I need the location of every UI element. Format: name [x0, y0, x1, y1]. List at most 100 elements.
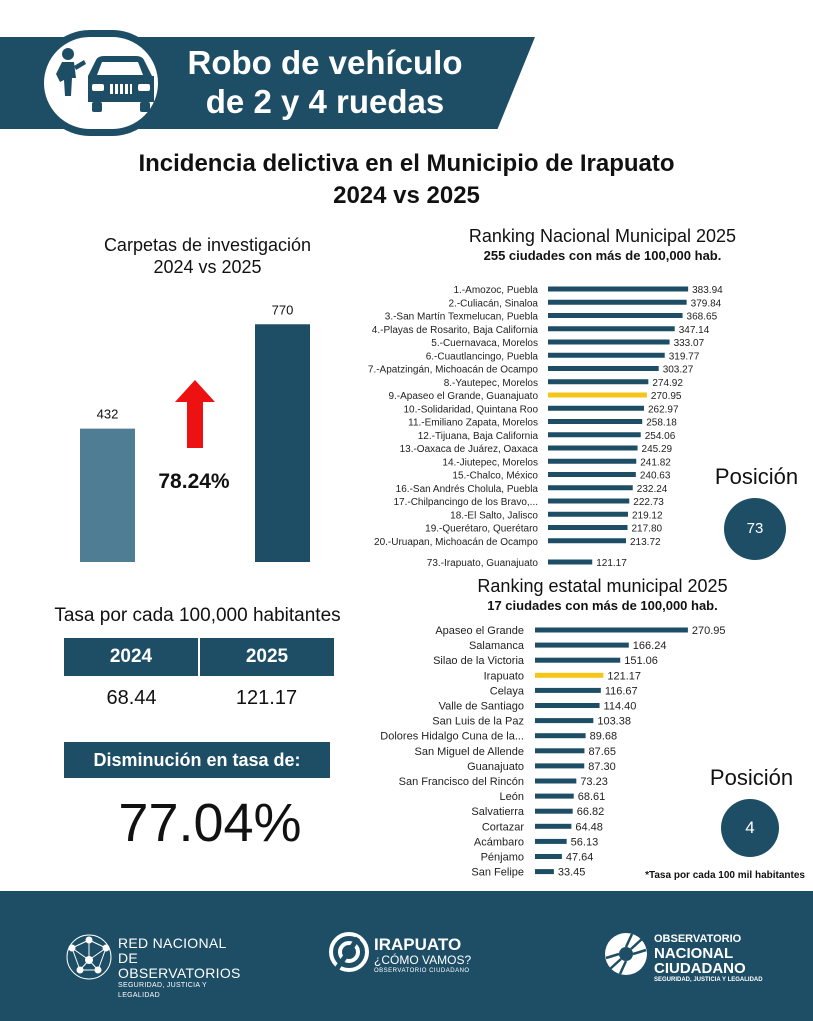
- rank-label: Irapuato: [484, 670, 524, 682]
- ranking-nacional-title: Ranking Nacional Municipal 2025: [468, 226, 737, 246]
- observatorio-nacional-logo: OBSERVATORIO NACIONAL CIUDADANO SEGURIDA…: [602, 930, 772, 986]
- rank-value-label: 33.45: [558, 867, 586, 879]
- ranking-estatal-subtitle: 17 ciudades con más de 100,000 hab.: [487, 598, 718, 613]
- rank-value-label: 303.27: [663, 365, 694, 376]
- rank-value-label: 87.65: [588, 746, 616, 758]
- rank-value-label: 379.84: [691, 298, 722, 309]
- tasa-value-2025: 121.17: [235, 687, 298, 709]
- rank-bar: [548, 379, 649, 385]
- rank-value-label: 262.97: [648, 404, 679, 415]
- rank-value-label: 56.13: [571, 836, 599, 848]
- rank-bar: [535, 854, 562, 859]
- rank-bar: [535, 718, 594, 724]
- rank-bar: [535, 808, 573, 814]
- rank-value-label: 89.68: [590, 731, 618, 743]
- rank-bar: [548, 366, 659, 371]
- rank-bar: [535, 838, 567, 844]
- rank-label: 5.-Cuernavaca, Morelos: [431, 338, 538, 349]
- rank-value-label: 103.38: [597, 716, 631, 728]
- rank-bar: [548, 405, 644, 411]
- rank-value-label: 73.23: [580, 776, 608, 788]
- rank-label: 11.-Emiliano Zapata, Morelos: [408, 418, 538, 429]
- rank-value-label: 68.61: [578, 791, 606, 803]
- irapuato-line2: ¿CÓMO VAMOS?: [374, 953, 472, 967]
- rank-label: San Luis de la Paz: [432, 716, 524, 728]
- rank-label: 73.-Irapuato, Guanajuato: [427, 558, 539, 569]
- rank-bar: [548, 511, 628, 517]
- ranking-nacional-subtitle: 255 ciudades con más de 100,000 hab.: [483, 248, 722, 263]
- ranking-estatal-position-label: Posición: [709, 765, 794, 790]
- rank-label: Salvatierra: [471, 806, 524, 818]
- rank-value-label: 217.80: [631, 524, 662, 535]
- rank-value-label: 274.92: [652, 378, 683, 389]
- rank-bar: [535, 823, 572, 829]
- rank-bar: [548, 352, 665, 358]
- decrease-label: Disminución en tasa de:: [64, 742, 330, 778]
- rank-bar: [548, 339, 670, 345]
- rank-label: Pénjamo: [481, 852, 524, 864]
- rank-bar: [548, 326, 675, 332]
- rank-bar: [548, 498, 630, 504]
- rank-label: Guanajuato: [467, 761, 524, 773]
- tasa-header-2024: 2024: [64, 638, 198, 676]
- page-title: Incidencia delictiva en el Municipio de …: [0, 148, 813, 212]
- rank-value-label: 121.17: [596, 558, 627, 569]
- tasa-header-2025: 2025: [198, 638, 334, 676]
- rank-bar: [548, 458, 637, 464]
- rank-bar: [535, 627, 688, 633]
- rank-label: 3.-San Martín Texmelucan, Puebla: [385, 312, 539, 323]
- rank-bar: [548, 538, 627, 544]
- rank-label: San Miguel de Allende: [415, 746, 524, 758]
- rank-value-label: 87.30: [588, 761, 616, 773]
- tasa-table-values: 68.44 121.17: [64, 684, 334, 712]
- page-title-line2: 2024 vs 2025: [333, 182, 480, 209]
- rank-value-label: 232.24: [637, 484, 668, 495]
- header-title-line1: Robo de vehículo: [187, 44, 463, 81]
- rank-label: Valle de Santiago: [439, 701, 524, 713]
- rank-bar: [548, 313, 683, 318]
- rank-label: 14.-Jiutepec, Morelos: [442, 457, 538, 468]
- footnote: *Tasa por cada 100 mil habitantes: [645, 870, 805, 881]
- rank-bar: [548, 525, 628, 530]
- header-title: Robo de vehículo de 2 y 4 ruedas: [180, 43, 470, 121]
- page-title-line1: Incidencia delictiva en el Municipio de …: [138, 150, 675, 177]
- rank-bar: [535, 657, 621, 663]
- rank-label: León: [500, 791, 524, 803]
- rank-label: San Francisco del Rincón: [399, 776, 524, 788]
- ranking-nacional-position-label: Posición: [714, 464, 799, 489]
- header-title-line2: de 2 y 4 ruedas: [205, 83, 445, 120]
- rank-bar: [535, 793, 574, 799]
- onc-line1: OBSERVATORIO: [654, 933, 742, 945]
- onc-line3: CIUDADANO: [654, 960, 746, 977]
- rank-bar: [535, 703, 600, 708]
- tasa-value-2024: 68.44: [106, 687, 157, 709]
- rank-label: 16.-San Andrés Cholula, Puebla: [396, 484, 539, 495]
- rank-bar: [548, 286, 689, 292]
- rank-bar: [535, 778, 577, 784]
- rank-bar: [535, 642, 629, 648]
- red-nacional-line3: SEGURIDAD, JUSTICIA Y LEGALIDAD: [118, 982, 207, 999]
- rank-bar: [548, 445, 638, 451]
- red-nacional-line2: DE OBSERVATORIOS: [118, 950, 241, 981]
- rank-value-label: 116.67: [605, 685, 638, 697]
- rank-label: 2.-Culiacán, Sinaloa: [449, 298, 539, 309]
- bar-2025: [255, 324, 310, 562]
- rank-label: 17.-Chilpancingo de los Bravo,...: [393, 497, 538, 508]
- bar-value-label-2025: 770: [272, 302, 294, 317]
- rank-value-label: 347.14: [679, 325, 710, 336]
- rank-value-label: 121.17: [607, 670, 641, 682]
- rank-bar: [535, 748, 585, 754]
- carpetas-title-line1: Carpetas de investigación: [103, 235, 312, 255]
- red-nacional-logo: RED NACIONAL DE OBSERVATORIOS SEGURIDAD,…: [62, 930, 247, 999]
- rank-bar: [548, 472, 636, 477]
- rank-label: 10.-Solidaridad, Quintana Roo: [403, 404, 538, 415]
- rank-label: 1.-Amozoc, Puebla: [454, 285, 539, 296]
- bar-value-label-2024: 432: [97, 407, 119, 422]
- red-nacional-line1: RED NACIONAL: [118, 935, 227, 951]
- rank-value-label: 270.95: [651, 391, 682, 402]
- rank-value-label: 64.48: [575, 821, 603, 833]
- ranking-nacional-position-badge: 73: [724, 498, 786, 560]
- rank-bar: [548, 485, 633, 491]
- rank-label: Silao de la Victoria: [433, 655, 525, 667]
- onc-line4: SEGURIDAD, JUSTICIA Y LEGALIDAD: [654, 977, 763, 983]
